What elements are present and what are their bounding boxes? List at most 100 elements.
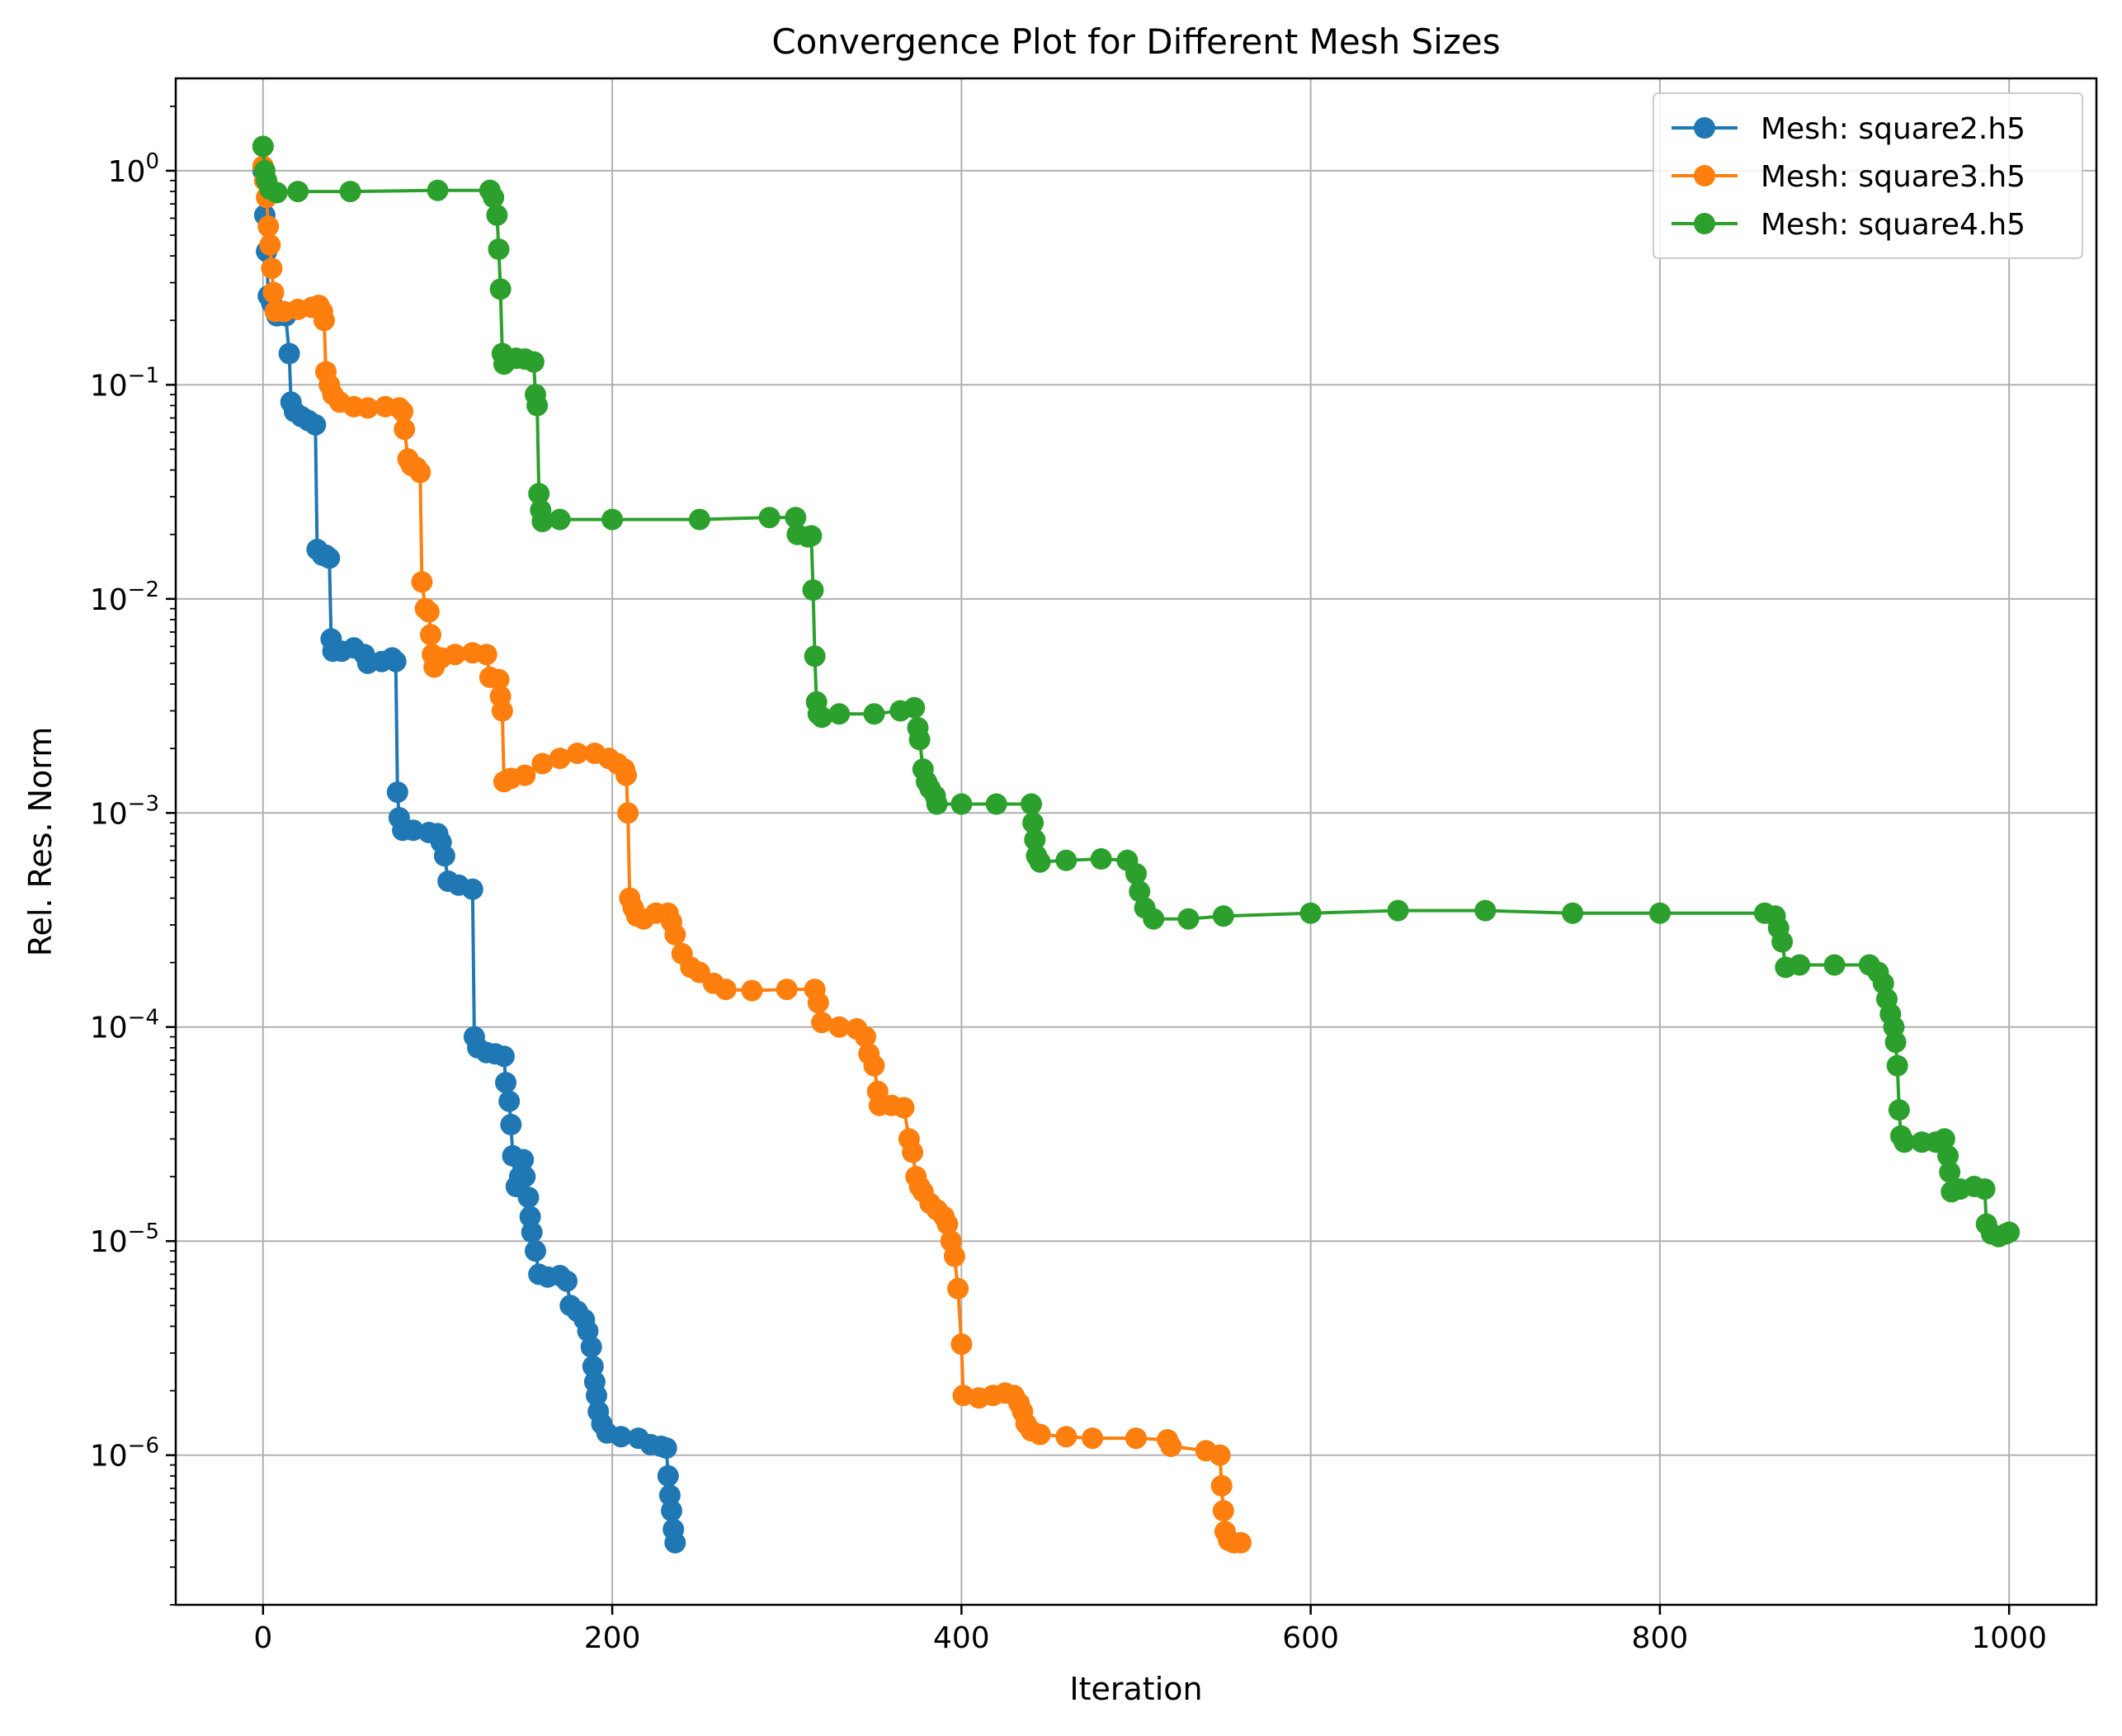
data-point xyxy=(926,793,948,815)
data-point xyxy=(411,571,433,593)
data-point xyxy=(386,781,408,804)
data-point xyxy=(475,644,497,666)
data-point xyxy=(1823,954,1846,976)
data-point xyxy=(252,135,274,158)
data-point xyxy=(1021,793,1042,815)
data-point xyxy=(615,764,637,786)
data-point xyxy=(1886,1054,1908,1077)
data-point xyxy=(811,1012,833,1034)
data-point xyxy=(489,278,512,300)
data-point xyxy=(1230,1531,1252,1554)
data-point xyxy=(758,507,780,529)
x-axis-label: Iteration xyxy=(1069,1671,1202,1707)
data-point xyxy=(947,1277,969,1300)
data-point xyxy=(1893,1131,1916,1153)
data-point xyxy=(811,706,833,729)
data-point xyxy=(863,703,885,725)
legend-marker xyxy=(1694,165,1715,186)
chart-title: Convergence Plot for Different Mesh Size… xyxy=(771,21,1500,62)
data-point xyxy=(1029,851,1051,873)
data-point xyxy=(488,668,510,691)
data-point xyxy=(313,309,335,332)
data-point xyxy=(433,845,455,867)
data-point xyxy=(950,793,973,815)
data-point xyxy=(1090,848,1112,870)
data-point xyxy=(1212,905,1234,927)
data-point xyxy=(1299,902,1322,924)
data-point xyxy=(741,979,763,1002)
x-tick-label: 400 xyxy=(933,1621,990,1655)
data-point xyxy=(1562,902,1584,924)
data-point xyxy=(1055,849,1078,871)
data-point xyxy=(339,181,361,203)
data-point xyxy=(664,1531,686,1554)
data-point xyxy=(402,819,424,842)
data-point xyxy=(658,1484,681,1507)
data-point xyxy=(500,1114,522,1135)
data-point xyxy=(688,508,710,531)
data-point xyxy=(257,215,280,238)
y-tick-label: 10−2 xyxy=(90,578,159,617)
data-point xyxy=(522,351,545,373)
legend-marker xyxy=(1694,117,1715,139)
x-tick-label: 1000 xyxy=(1971,1621,2047,1655)
legend-label: Mesh: square3.h5 xyxy=(1761,160,2025,194)
data-point xyxy=(1933,1128,1955,1150)
data-point xyxy=(1129,880,1151,903)
legend-label: Mesh: square2.h5 xyxy=(1761,112,2025,146)
legend-label: Mesh: square4.h5 xyxy=(1761,208,2025,242)
data-point xyxy=(356,397,379,419)
data-point xyxy=(610,1426,632,1448)
data-point xyxy=(1143,908,1165,930)
data-point xyxy=(1177,908,1200,930)
y-tick-label: 10−6 xyxy=(90,1434,159,1474)
data-point xyxy=(461,878,483,900)
data-point xyxy=(617,802,639,824)
data-point xyxy=(1648,902,1671,924)
data-point xyxy=(392,400,414,422)
data-point xyxy=(517,1186,540,1209)
data-point xyxy=(950,1333,973,1356)
x-tick-label: 200 xyxy=(584,1621,641,1655)
data-point xyxy=(486,204,508,226)
y-tick-label: 10−4 xyxy=(90,1006,159,1045)
data-point xyxy=(800,525,823,547)
data-point xyxy=(261,257,283,280)
data-point xyxy=(444,644,466,666)
data-point xyxy=(526,394,549,417)
data-point xyxy=(1212,1500,1234,1521)
data-point xyxy=(863,1054,885,1077)
data-point xyxy=(1939,1161,1961,1183)
data-point xyxy=(1973,1178,1996,1201)
data-point xyxy=(936,1213,959,1235)
data-point xyxy=(657,1465,679,1487)
legend-entry: Mesh: square2.h5 xyxy=(1672,112,2025,146)
data-point xyxy=(1474,899,1497,922)
data-point xyxy=(661,1500,682,1521)
data-point xyxy=(521,1221,543,1243)
y-tick-label: 100 xyxy=(108,149,159,189)
data-point xyxy=(1125,863,1147,885)
x-tick-label: 0 xyxy=(253,1621,272,1655)
data-point xyxy=(262,281,285,304)
tick-layer: 0 200 400 600 800 1000 100 10−1 10−2 10−3 10−4 10−5… xyxy=(90,105,2047,1655)
data-point xyxy=(586,1385,607,1407)
data-point xyxy=(664,923,686,946)
data-point xyxy=(985,793,1007,815)
data-point xyxy=(1022,812,1044,834)
data-point xyxy=(512,1149,535,1171)
series-layer xyxy=(252,135,2021,1554)
data-point xyxy=(514,1166,536,1188)
data-point xyxy=(855,1026,876,1048)
legend-entry: Mesh: square4.h5 xyxy=(1672,208,2025,242)
data-point xyxy=(525,1240,546,1262)
data-point xyxy=(1998,1221,2021,1243)
data-point xyxy=(420,624,441,646)
data-point xyxy=(828,1016,851,1038)
data-point xyxy=(1082,1427,1104,1450)
data-point xyxy=(1055,1426,1078,1448)
y-axis-label: Rel. Res. Norm xyxy=(22,727,59,956)
data-point xyxy=(1771,931,1794,953)
data-point xyxy=(893,1097,915,1119)
series-3 xyxy=(252,135,2021,1248)
